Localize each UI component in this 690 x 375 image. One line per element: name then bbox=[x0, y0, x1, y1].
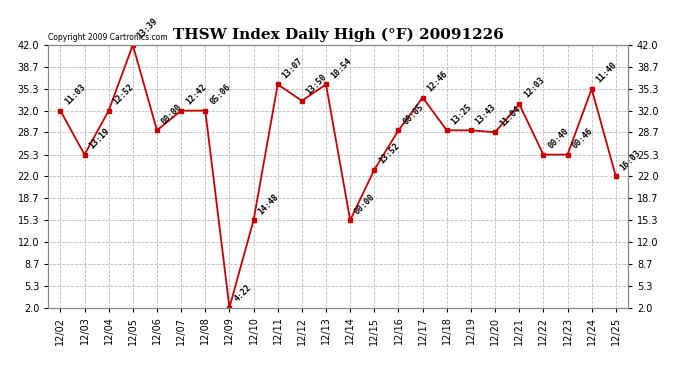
Text: 12:52: 12:52 bbox=[112, 82, 135, 106]
Text: 16:03: 16:03 bbox=[619, 148, 642, 172]
Text: Copyright 2009 Cartronics.com: Copyright 2009 Cartronics.com bbox=[48, 33, 168, 42]
Text: 14:48: 14:48 bbox=[257, 192, 280, 216]
Title: THSW Index Daily High (°F) 20091226: THSW Index Daily High (°F) 20091226 bbox=[172, 28, 504, 42]
Text: 00:00: 00:00 bbox=[353, 192, 377, 216]
Text: 05:06: 05:06 bbox=[208, 82, 232, 106]
Text: 13:39: 13:39 bbox=[136, 17, 159, 41]
Text: 12:42: 12:42 bbox=[184, 82, 208, 106]
Text: 13:19: 13:19 bbox=[88, 126, 111, 150]
Text: 00:05: 00:05 bbox=[402, 102, 425, 126]
Text: 00:40: 00:40 bbox=[546, 126, 570, 150]
Text: 11:04: 11:04 bbox=[498, 104, 522, 128]
Text: 13:50: 13:50 bbox=[305, 73, 328, 97]
Text: 13:25: 13:25 bbox=[450, 102, 473, 126]
Text: 10:54: 10:54 bbox=[329, 56, 353, 80]
Text: 12:03: 12:03 bbox=[522, 76, 546, 100]
Text: 13:07: 13:07 bbox=[281, 56, 304, 80]
Text: 11:03: 11:03 bbox=[63, 82, 87, 106]
Text: 13:43: 13:43 bbox=[474, 102, 497, 126]
Text: 13:52: 13:52 bbox=[377, 141, 401, 165]
Text: 00:46: 00:46 bbox=[571, 126, 594, 150]
Text: 4:22: 4:22 bbox=[233, 283, 253, 303]
Text: 00:00: 00:00 bbox=[160, 102, 184, 126]
Text: 11:40: 11:40 bbox=[595, 61, 618, 85]
Text: 12:46: 12:46 bbox=[426, 69, 449, 93]
